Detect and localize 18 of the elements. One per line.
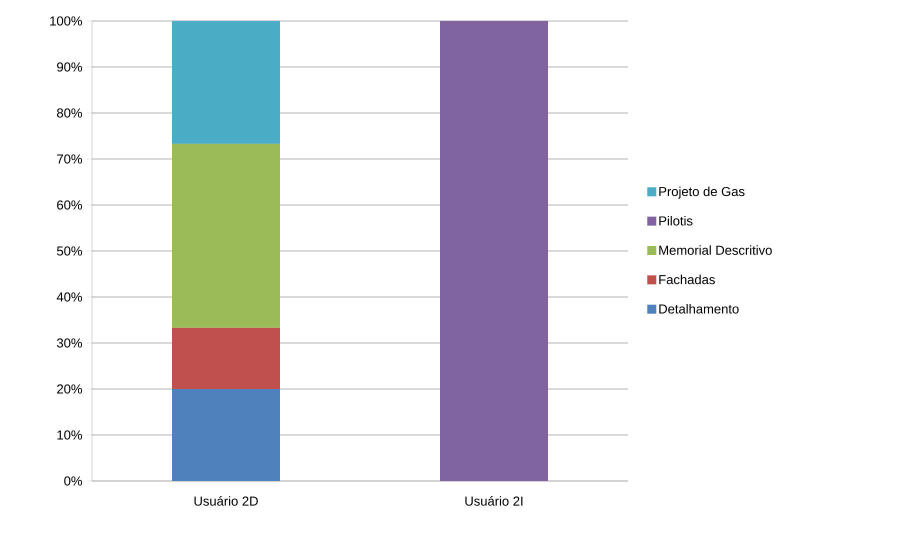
y-tick-label: 40% [56, 292, 82, 302]
legend-label: Fachadas [659, 274, 715, 284]
y-tick-label: 70% [57, 154, 82, 164]
y-tick-label: 0% [64, 476, 82, 486]
y-tick-label: 50% [56, 246, 82, 256]
legend-label: Projeto de Gas [659, 186, 744, 199]
y-tick-label: 20% [57, 384, 82, 394]
y-tick-label: 90% [57, 62, 82, 72]
y-tick-label: 60% [57, 200, 82, 210]
y-tick-label: 30% [56, 338, 82, 348]
y-tick-label: 80% [57, 108, 82, 118]
x-tick-label: Usuário 2I [465, 496, 522, 506]
legend-label: Pilotis [659, 216, 692, 226]
y-tick-label: 100% [50, 16, 82, 26]
legend-label: Detalhamento [659, 304, 739, 314]
x-tick-label: Usuário 2D [194, 496, 258, 506]
y-tick-label: 10% [57, 430, 82, 440]
legend-label: Memorial Descritivo [659, 245, 772, 255]
